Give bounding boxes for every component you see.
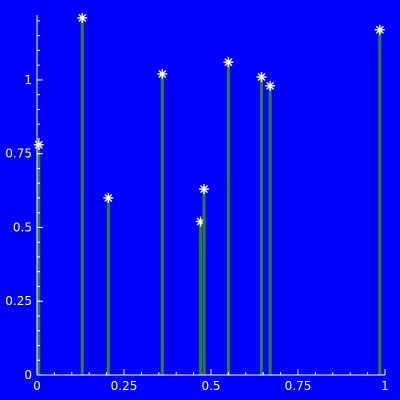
stem-marker bbox=[157, 69, 168, 80]
y-tick-label: 0 bbox=[24, 368, 32, 382]
x-tick-label: 0.75 bbox=[285, 379, 312, 393]
stem-marker bbox=[103, 192, 114, 203]
stem-marker-stroke bbox=[34, 140, 43, 149]
tick-labels-layer: 0 0.25 0.5 0.75 1 0 0.25 0.5 0.75 1 bbox=[5, 73, 389, 393]
stem-marker bbox=[256, 71, 267, 82]
y-tick-label: 0.5 bbox=[13, 220, 32, 234]
x-tick-label: 1 bbox=[381, 379, 389, 393]
stem-marker bbox=[33, 139, 44, 150]
stem-marker-stroke bbox=[257, 72, 266, 81]
ticks-layer bbox=[36, 20, 386, 376]
y-tick-label: 0.25 bbox=[5, 294, 32, 308]
stem-marker-stroke bbox=[200, 185, 209, 194]
stem-marker-stroke bbox=[375, 25, 384, 34]
y-tick-label: 1 bbox=[24, 73, 32, 87]
x-tick-label: 0.5 bbox=[201, 379, 220, 393]
x-tick-label: 0 bbox=[33, 379, 41, 393]
y-tick-label: 0.75 bbox=[5, 147, 32, 161]
stem-marker-stroke bbox=[158, 69, 167, 79]
stem-marker-stroke bbox=[266, 81, 275, 90]
x-tick-label: 0.25 bbox=[111, 379, 138, 393]
stem-marker-stroke bbox=[104, 193, 113, 202]
stem-marker-stroke bbox=[78, 13, 87, 22]
stem-marker bbox=[374, 24, 385, 35]
stem-marker-stroke bbox=[224, 58, 233, 67]
stem-marker bbox=[223, 57, 234, 68]
stem-marker bbox=[77, 12, 88, 23]
stem-marker bbox=[199, 184, 210, 195]
stem-marker bbox=[265, 80, 276, 91]
stems-layer bbox=[33, 12, 385, 375]
